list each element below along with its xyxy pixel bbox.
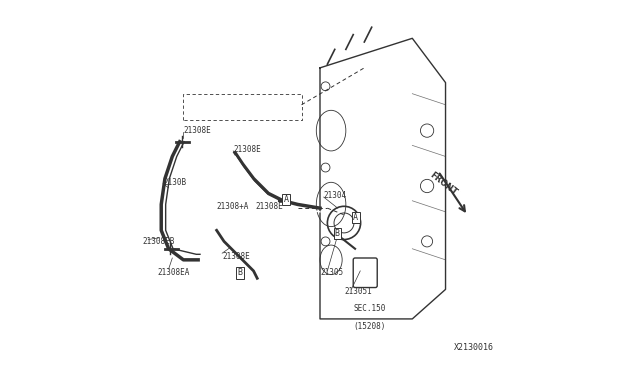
Text: 21308E: 21308E	[184, 126, 211, 135]
Text: FRONT: FRONT	[428, 171, 459, 198]
Text: 21308E: 21308E	[255, 202, 283, 211]
Text: 21308E: 21308E	[222, 251, 250, 261]
Text: 21308EB: 21308EB	[143, 237, 175, 246]
Text: X2130016: X2130016	[454, 343, 493, 352]
Text: 21304: 21304	[324, 191, 347, 200]
Text: 21308+A: 21308+A	[216, 202, 249, 211]
Text: (15208): (15208)	[353, 321, 386, 330]
Text: 21308EA: 21308EA	[157, 268, 190, 277]
Text: 213051: 213051	[344, 287, 372, 296]
FancyBboxPatch shape	[353, 258, 377, 288]
Text: 21308E: 21308E	[233, 145, 261, 154]
Text: 2130B: 2130B	[163, 178, 186, 187]
Text: SEC.150: SEC.150	[353, 304, 386, 312]
Text: A: A	[284, 195, 289, 204]
Text: B: B	[237, 268, 243, 277]
Text: B: B	[335, 229, 340, 238]
Text: A: A	[353, 213, 358, 222]
Text: 21305: 21305	[320, 268, 343, 277]
